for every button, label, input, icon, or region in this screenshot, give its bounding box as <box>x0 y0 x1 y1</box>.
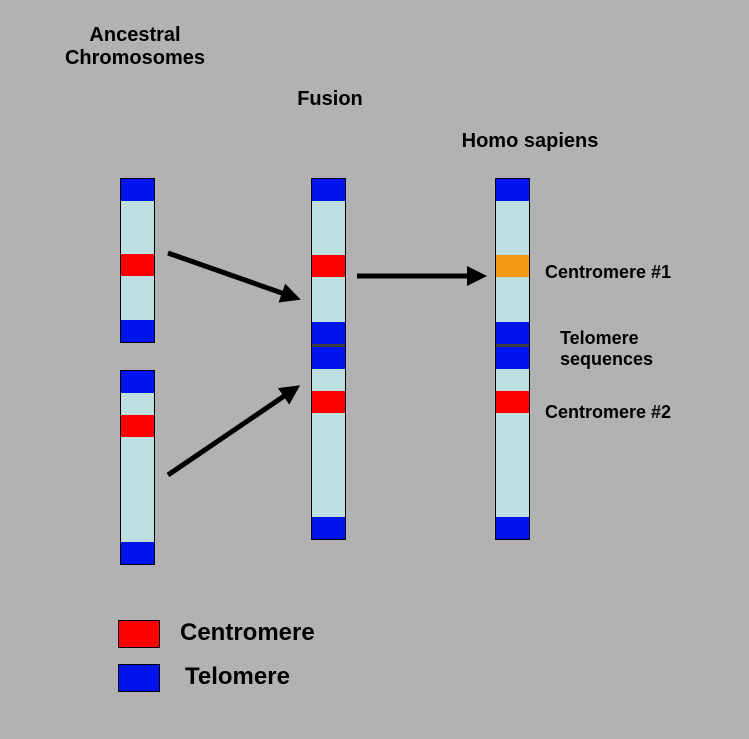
legend-swatch-telomere <box>118 664 160 692</box>
label-centromere-2: Centromere #2 <box>545 402 715 423</box>
arrow-layer <box>0 0 749 739</box>
arrow-ancestral-top-to-fusion <box>168 253 296 298</box>
legend-swatch-centromere <box>118 620 160 648</box>
legend-label-centromere: Centromere <box>180 619 315 647</box>
arrow-ancestral-bottom-to-fusion <box>168 388 296 475</box>
legend-label-telomere: Telomere <box>185 663 290 691</box>
label-centromere-1: Centromere #1 <box>545 262 715 283</box>
label-telomere-sequences: Telomeresequences <box>560 328 730 369</box>
